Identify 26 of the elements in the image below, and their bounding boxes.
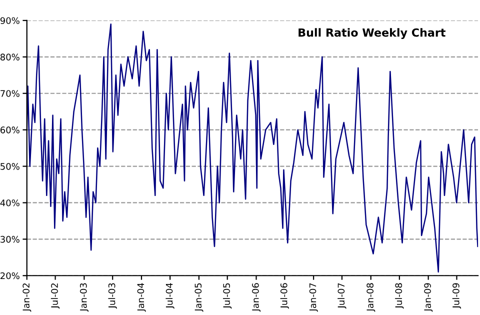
y-tick-label: 90% bbox=[0, 17, 20, 24]
x-tick-label: Jul-09 bbox=[452, 283, 462, 309]
x-tick-label: Jan-05 bbox=[194, 283, 204, 312]
y-tick-label: 70% bbox=[0, 90, 20, 97]
x-tick-label: Jul-05 bbox=[222, 283, 232, 309]
line-series bbox=[26, 23, 478, 273]
y-tick-label: 50% bbox=[0, 163, 20, 170]
y-tick-label: 40% bbox=[0, 199, 20, 206]
text: Bull Ratio Weekly Chart bbox=[298, 28, 446, 39]
y-tick-label: 80% bbox=[0, 54, 20, 60]
y-tick-label: 60% bbox=[0, 126, 20, 134]
x-tick-label: Jul-07 bbox=[338, 283, 346, 309]
x-tick-label: Jan-06 bbox=[252, 283, 261, 312]
x-tick-label: Jan-07 bbox=[309, 283, 318, 312]
x-tick-label: Jan-04 bbox=[137, 283, 146, 312]
x-tick-label: Jul-06 bbox=[280, 283, 289, 309]
x-tick-label: Jul-02 bbox=[50, 283, 60, 309]
x-tick-label: Jul-03 bbox=[108, 283, 117, 309]
x-tick-label: Jul-08 bbox=[395, 283, 404, 309]
x-tick-label: Jan-03 bbox=[80, 283, 88, 312]
x-tick-label: Jan-09 bbox=[424, 283, 433, 312]
y-tick-label: 20% bbox=[0, 272, 20, 280]
x-tick-label: Jan-08 bbox=[366, 283, 376, 312]
x-tick-label: Jul-04 bbox=[166, 283, 174, 309]
y-tick-label: 30% bbox=[0, 236, 20, 243]
x-tick-label: Jan-02 bbox=[22, 283, 32, 312]
